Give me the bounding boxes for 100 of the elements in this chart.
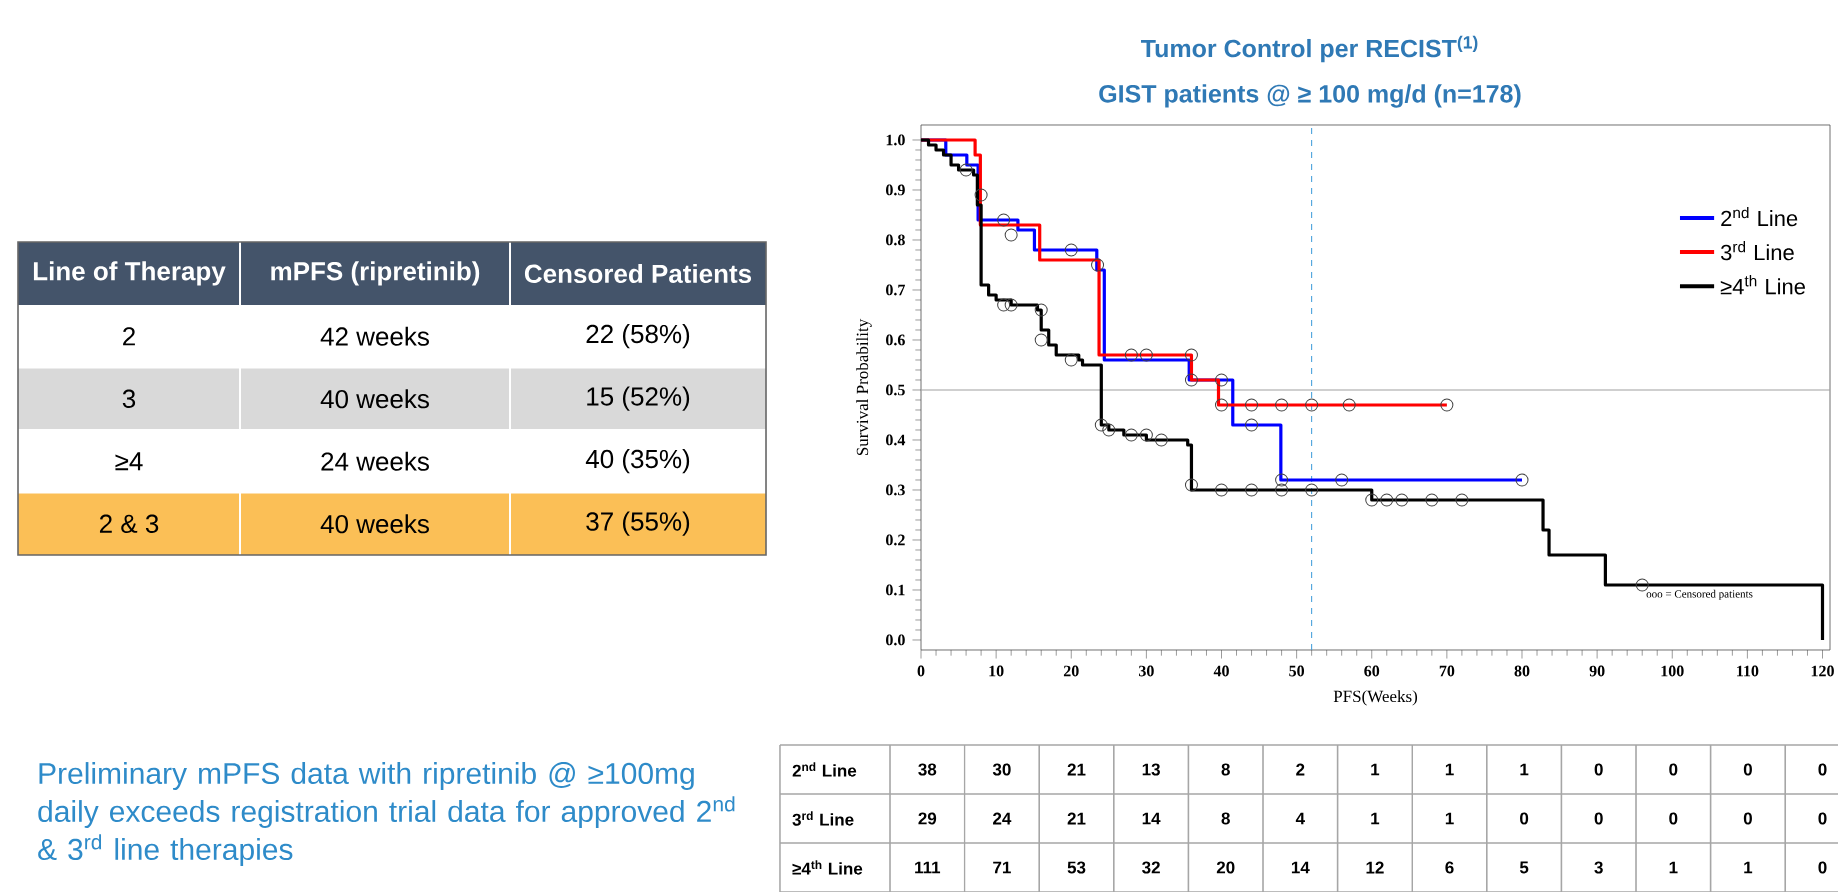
point (1184, 478, 1198, 492)
point (1215, 373, 1228, 387)
x-tick-label: 60 (1364, 665, 1380, 677)
text: 0 (1520, 812, 1529, 825)
point (1004, 298, 1018, 312)
point (1342, 398, 1356, 412)
text: 8 (1221, 763, 1230, 776)
point (1335, 473, 1349, 487)
point (1275, 483, 1289, 497)
point (959, 163, 973, 177)
text: 12 (1366, 861, 1384, 874)
text: 21 (1067, 812, 1086, 825)
text: 42 weeks (320, 326, 429, 346)
category-label: Censored Patients (524, 263, 752, 284)
x-tick-label: 50 (1289, 665, 1305, 677)
text: 21 (1067, 763, 1086, 776)
text: 32 (1142, 861, 1160, 874)
legend-label: ≥4$^{th}$ Line (1720, 275, 1805, 295)
x-tick-label: 90 (1589, 665, 1605, 677)
text: 0 (1669, 812, 1678, 825)
y-tick-label: 0.0 (886, 634, 905, 646)
category-label: mPFS (ripretinib) (271, 261, 480, 286)
point (1034, 303, 1048, 317)
text: 3 (1594, 861, 1603, 874)
point (1184, 373, 1198, 387)
text: 0 (1669, 763, 1678, 776)
point (1440, 398, 1454, 412)
x-tick-label: 80 (1514, 665, 1530, 677)
x-tick-label: 110 (1737, 665, 1759, 677)
point (1154, 433, 1168, 447)
point (1380, 493, 1394, 507)
point (1102, 423, 1116, 437)
text: 71 (993, 861, 1011, 874)
text: 1 (1445, 812, 1454, 825)
x-tick-label: 20 (1063, 665, 1079, 677)
category-label: Line of Therapy (33, 261, 226, 286)
x-tick-label: 120 (1811, 665, 1834, 677)
text: 0 (1594, 763, 1603, 776)
point (974, 188, 988, 202)
text: 20 (1216, 861, 1235, 874)
y-tick-label: 0.3 (886, 484, 905, 496)
x-axis-title: PFS(Weeks) (1333, 690, 1418, 706)
legend-label: 2$^{nd}$ Line (1721, 206, 1798, 227)
text: 1 (1744, 861, 1753, 874)
text: 38 (918, 763, 937, 776)
point (1064, 353, 1078, 367)
text: 111 (915, 861, 941, 874)
point (1455, 493, 1469, 507)
y-axis-title: Survival Probability (856, 318, 872, 456)
text: 14 (1142, 812, 1161, 825)
text: 1 (1371, 763, 1380, 776)
text: 53 (1067, 861, 1086, 874)
point (1004, 228, 1018, 242)
y-tick-label: 0.1 (886, 584, 905, 596)
text: 22 (58%) (586, 324, 690, 349)
category-label: ≥4$^{th}$ Line (792, 860, 863, 875)
chart-subtitle: GIST patients @ ≥ 100 mg/d (n=178) (1099, 84, 1521, 108)
text: 40 (35%) (585, 449, 690, 474)
x-tick-label: 40 (1213, 665, 1229, 677)
text: 1 (1520, 763, 1529, 776)
x-tick-label: 100 (1661, 665, 1684, 677)
text: 2 & 3 (99, 514, 159, 533)
text: 4 (1295, 812, 1305, 825)
category-label: 2$^{nd}$ Line (792, 762, 857, 777)
point (1305, 398, 1319, 412)
point (1215, 483, 1228, 497)
point (1094, 418, 1108, 432)
text: 0 (1743, 812, 1752, 825)
point (1034, 333, 1048, 347)
text: 14 (1291, 861, 1310, 874)
point (1139, 428, 1153, 442)
point (1305, 483, 1319, 497)
y-tick-label: 0.2 (886, 534, 905, 546)
text: 0 (1818, 861, 1827, 874)
text: 37 (55%) (586, 511, 690, 536)
point (1395, 493, 1409, 507)
text: 2 (123, 327, 135, 346)
x-tick-label: 0 (917, 665, 925, 677)
y-tick-label: 1.0 (886, 134, 905, 146)
text: 13 (1142, 763, 1160, 776)
point (1064, 243, 1078, 257)
text: 8 (1221, 812, 1230, 825)
x-tick-label: 70 (1439, 665, 1455, 677)
y-tick-label: 0.5 (886, 384, 905, 396)
point (1425, 493, 1439, 507)
point (1139, 348, 1153, 362)
text: 2 (1296, 763, 1305, 776)
text: 0 (1818, 763, 1827, 776)
point (1275, 473, 1289, 487)
text: 24 weeks (321, 451, 429, 471)
text: 0 (1594, 812, 1603, 825)
text: 6 (1445, 861, 1454, 874)
text: 0 (1818, 812, 1827, 825)
text: 29 (918, 812, 937, 825)
point (1184, 348, 1198, 362)
legend-label: 3$^{rd}$ Line (1720, 240, 1794, 261)
text: 3 (122, 389, 136, 408)
text: 15 (52%) (587, 386, 690, 411)
text: 0 (1743, 763, 1752, 776)
point (997, 213, 1011, 227)
